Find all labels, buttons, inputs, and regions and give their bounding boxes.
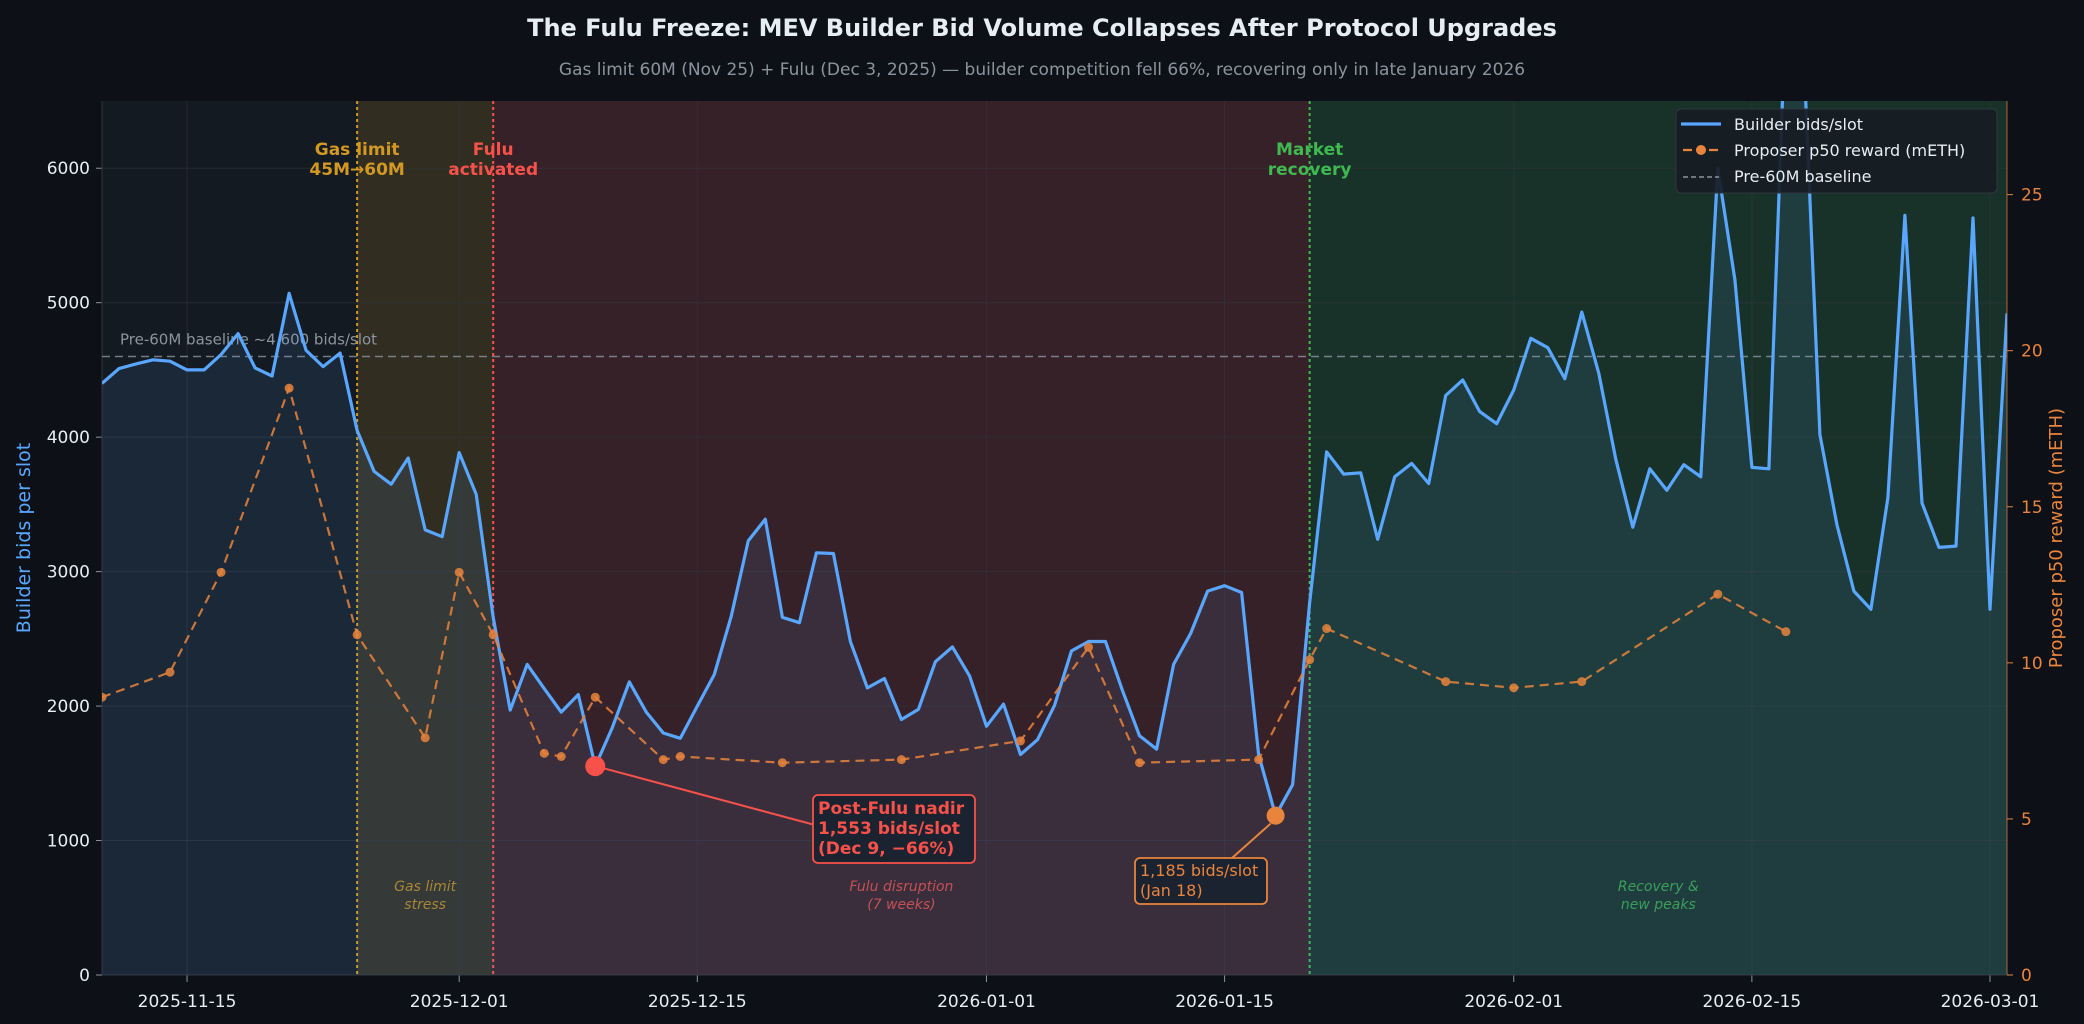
y-tick-label: 6000: [47, 159, 90, 179]
x-tick-label: 2026-01-01: [937, 992, 1036, 1012]
reward-marker: [1713, 589, 1723, 599]
nadir-callout-text: Post-Fulu nadir 1,553 bids/slot (Dec 9, −6…: [818, 799, 965, 859]
reward-marker: [1305, 655, 1315, 665]
x-tick-label: 2026-03-01: [1941, 992, 2040, 1012]
x-tick-label: 2026-01-15: [1175, 992, 1274, 1012]
y-tick-label: 1000: [47, 832, 90, 852]
reward-marker: [1322, 624, 1332, 634]
baseline-label: Pre-60M baseline ~4,600 bids/slot: [120, 330, 377, 348]
y-tick-label: 3000: [47, 563, 90, 583]
y-tick-label: 4000: [47, 428, 90, 448]
reward-marker: [1577, 677, 1587, 687]
bids-area: [102, 101, 2007, 975]
plot-area: Gas limit stress Fulu disruption (7 weeks) R…: [13, 101, 2067, 1012]
jan18-arrow: [1231, 822, 1272, 859]
legend-box: [1675, 108, 1998, 194]
y-tick-label: 2000: [47, 697, 90, 717]
x-tick-label: 2025-12-01: [410, 992, 509, 1012]
reward-marker: [165, 667, 175, 677]
chart-subtitle: Gas limit 60M (Nov 25) + Fulu (Dec 3, 20…: [559, 60, 1525, 80]
y-right-tick-label: 25: [2021, 186, 2043, 206]
y-right-tick-label: 20: [2021, 342, 2043, 362]
legend: Builder bids/slot Proposer p50 reward (mE…: [1675, 108, 1998, 194]
reward-marker: [216, 567, 226, 577]
region-label: Fulu disruption (7 weeks): [849, 879, 953, 913]
reward-marker: [1015, 736, 1025, 746]
reward-marker: [488, 630, 498, 640]
reward-marker: [777, 758, 787, 768]
chart-title: The Fulu Freeze: MEV Builder Bid Volume …: [527, 14, 1557, 42]
reward-marker: [1441, 677, 1451, 687]
reward-marker: [539, 748, 549, 758]
plot-background: [102, 101, 2007, 975]
y-right-tick-label: 10: [2021, 654, 2043, 674]
reward-marker: [1781, 627, 1791, 637]
bids-line: [102, 101, 2007, 818]
reward-marker: [1254, 755, 1264, 765]
x-tick-label: 2026-02-15: [1702, 992, 1801, 1012]
nadir-arrow: [602, 767, 816, 826]
reward-marker: [896, 755, 906, 765]
y-right-tick-label: 5: [2021, 810, 2032, 830]
reward-line: [102, 384, 1787, 764]
y-right-tick-label: 15: [2021, 498, 2043, 518]
reward-marker: [284, 383, 294, 393]
event-label: Market recovery: [1268, 140, 1352, 180]
reward-marker: [420, 733, 430, 743]
y-axis-label: Builder bids per slot: [13, 443, 35, 633]
jan18-callout-box: [1134, 857, 1268, 905]
reward-marker: [675, 752, 685, 761]
x-tick-label: 2026-02-01: [1464, 992, 1563, 1012]
y-right-axis-label: Proposer p50 reward (mETH): [2046, 408, 2067, 668]
reward-marker: [1135, 758, 1145, 768]
plot-series: Pre-60M baseline ~4,600 bids/slot: [102, 101, 2007, 975]
reward-marker: [556, 752, 566, 761]
reward-marker: [454, 567, 464, 577]
shaded-region: [357, 101, 494, 975]
legend-marker-reward: [1696, 145, 1706, 155]
reward-marker: [590, 692, 600, 702]
x-tick-label: 2025-11-15: [138, 992, 237, 1012]
jan18-callout-text: 1,185 bids/slot (Jan 18): [1140, 861, 1258, 900]
reward-marker: [1084, 642, 1094, 652]
legend-entry: Builder bids/slot: [1734, 115, 1863, 134]
legend-entry: Pre-60M baseline: [1734, 167, 1871, 186]
event-label: Gas limit 45M→60M: [309, 140, 404, 180]
jan18-marker: [1266, 806, 1285, 825]
event-label: Fulu activated: [448, 140, 538, 180]
legend-entry: Proposer p50 reward (mETH): [1734, 141, 1965, 160]
y-tick-label: 0: [79, 966, 90, 986]
reward-marker: [352, 630, 362, 640]
region-label: Gas limit stress: [394, 879, 456, 913]
y-right-tick-label: 0: [2021, 966, 2032, 986]
reward-marker: [102, 692, 107, 702]
y-tick-label: 5000: [47, 294, 90, 314]
nadir-marker: [585, 756, 606, 777]
reward-marker: [658, 755, 668, 765]
region-label: Recovery & new peaks: [1618, 879, 1699, 913]
x-tick-label: 2025-12-15: [648, 992, 747, 1012]
shaded-region: [1309, 101, 2007, 975]
nadir-callout-box: [812, 794, 976, 864]
shaded-region: [102, 101, 358, 975]
reward-marker: [1509, 683, 1519, 693]
